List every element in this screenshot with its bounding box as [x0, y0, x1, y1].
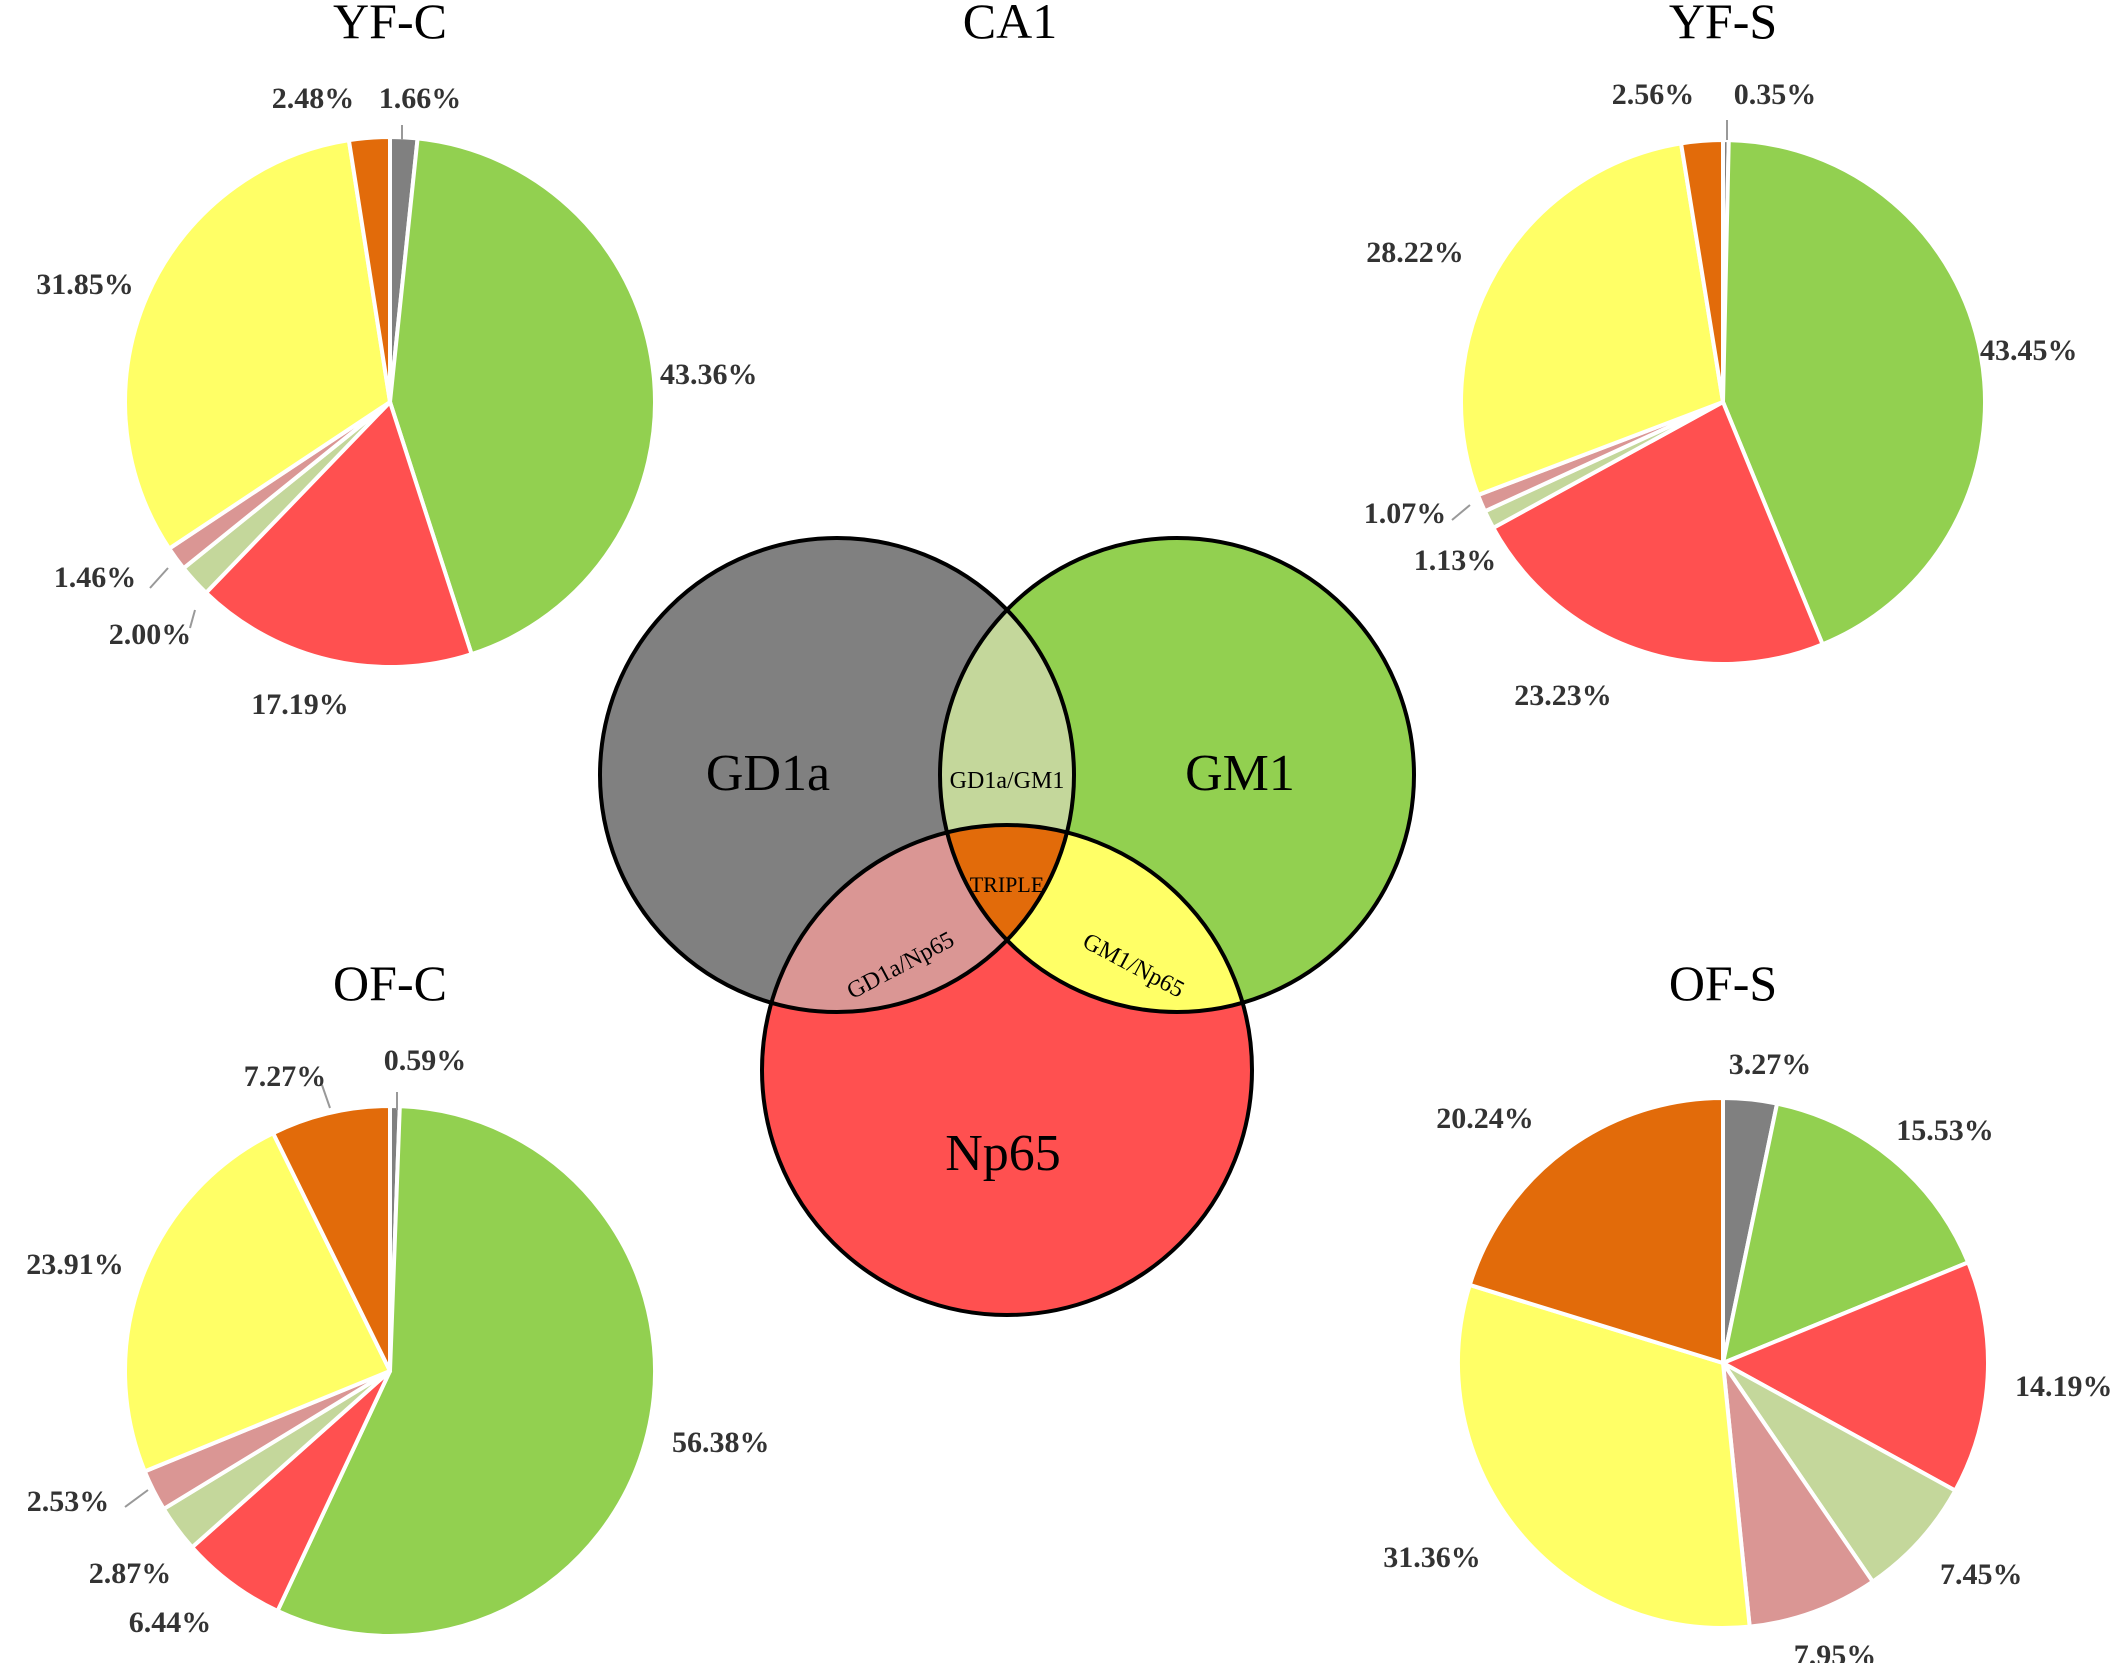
- venn-label-gd1a: GD1a: [706, 745, 830, 802]
- data-label: 1.66%: [379, 82, 462, 115]
- data-label: 28.22%: [1366, 236, 1464, 269]
- pie-title: OF-C: [333, 955, 447, 1011]
- pie-chart: YF-S 0.35% 43.45% 23.23% 1.13% 1.07% 28.22% 2.5…: [1364, 0, 2078, 712]
- data-label: 0.35%: [1734, 78, 1817, 111]
- venn-label-np65: Np65: [945, 1125, 1061, 1182]
- data-label: 7.27%: [244, 1060, 327, 1093]
- pie-title: YF-S: [1669, 0, 1777, 49]
- venn-outline-np65: [760, 823, 1254, 1317]
- venn-region-gd1a-np65: [762, 825, 1074, 1012]
- pie-slice-triple: [271, 1104, 392, 1373]
- pie-slice-gd1a-np65: [1721, 1361, 1875, 1629]
- data-label: 23.91%: [26, 1248, 124, 1281]
- pie-slice-gm1: [275, 1104, 657, 1638]
- data-label: 3.27%: [1729, 1048, 1812, 1081]
- pie-chart: OF-C 0.59% 56.38% 6.44% 2.87% 2.53% 23.91% 7.27…: [26, 955, 769, 1639]
- pie-slice-gm1-np65: [123, 138, 392, 551]
- venn-diagram: CA1 GD1a GM1 Np65 GD1a/GM1 TRIPLE GD1a/N…: [598, 0, 1416, 1317]
- data-label: 14.19%: [2015, 1370, 2113, 1403]
- data-label: 6.44%: [129, 1606, 212, 1639]
- pie-slice-np65: [1721, 1260, 1990, 1493]
- pie-slice-gm1: [388, 136, 657, 657]
- pie-slice-triple: [346, 135, 392, 404]
- venn-title: CA1: [963, 0, 1057, 49]
- data-label: 43.36%: [660, 358, 758, 391]
- pie-slice-np65: [204, 400, 474, 669]
- venn-label-triple: TRIPLE: [970, 872, 1045, 897]
- leader-line: [189, 609, 196, 629]
- data-label: 2.87%: [89, 1557, 172, 1590]
- data-label: 2.00%: [109, 618, 192, 651]
- data-label: 2.53%: [27, 1485, 110, 1518]
- venn-label-gm1: GM1: [1185, 745, 1295, 802]
- data-label: 1.46%: [54, 561, 137, 594]
- data-label: 31.85%: [36, 268, 134, 301]
- leader-line: [1451, 504, 1471, 521]
- pie-title: OF-S: [1669, 955, 1777, 1011]
- data-label: 43.45%: [1980, 334, 2078, 367]
- pie-slice-gd1a-gm1: [1721, 1361, 1958, 1584]
- pie-chart: OF-S 3.27% 15.53% 14.19% 7.45% 7.95% 31.36% 20.…: [1383, 955, 2112, 1663]
- pie-title: YF-C: [333, 0, 447, 49]
- data-label: 15.53%: [1896, 1114, 1994, 1147]
- leader-line: [149, 567, 169, 589]
- data-label: 20.24%: [1436, 1102, 1534, 1135]
- data-label: 0.59%: [384, 1044, 467, 1077]
- data-label: 31.36%: [1383, 1541, 1481, 1574]
- pie-chart: YF-C 1.66% 43.36% 17.19% 2.00% 1.46% 31.85% 2.4…: [36, 0, 757, 721]
- data-label: 7.45%: [1940, 1558, 2023, 1591]
- venn-outline-gm1: [938, 536, 1416, 1014]
- data-label: 2.48%: [272, 82, 355, 115]
- leader-line: [321, 1084, 331, 1109]
- pie-slice-gm1: [1721, 138, 1987, 647]
- pie-charts: YF-C 1.66% 43.36% 17.19% 2.00% 1.46% 31.85% 2.4…: [26, 0, 2112, 1663]
- pie-slice-np65: [1491, 400, 1825, 666]
- data-label: 1.13%: [1414, 544, 1497, 577]
- pie-slice-gm1: [1721, 1101, 1971, 1365]
- data-label: 17.19%: [251, 688, 349, 721]
- pie-slice-gm1-np65: [1459, 141, 1725, 498]
- pie-slice-triple: [1467, 1096, 1725, 1365]
- data-label: 7.95%: [1794, 1639, 1877, 1663]
- leader-line: [124, 1489, 149, 1508]
- data-label: 23.23%: [1514, 679, 1612, 712]
- pie-slice-gm1-np65: [123, 1131, 392, 1474]
- venn-label-gd1a-gm1: GD1a/GM1: [950, 768, 1065, 794]
- data-label: 56.38%: [672, 1426, 770, 1459]
- venn-outline-gd1a: [598, 536, 1076, 1014]
- pie-slice-triple: [1679, 138, 1725, 404]
- pie-slice-gm1-np65: [1455, 1282, 1752, 1630]
- data-label: 1.07%: [1364, 497, 1447, 530]
- data-label: 2.56%: [1612, 78, 1695, 111]
- venn-region-gm1-np65: [940, 825, 1252, 1012]
